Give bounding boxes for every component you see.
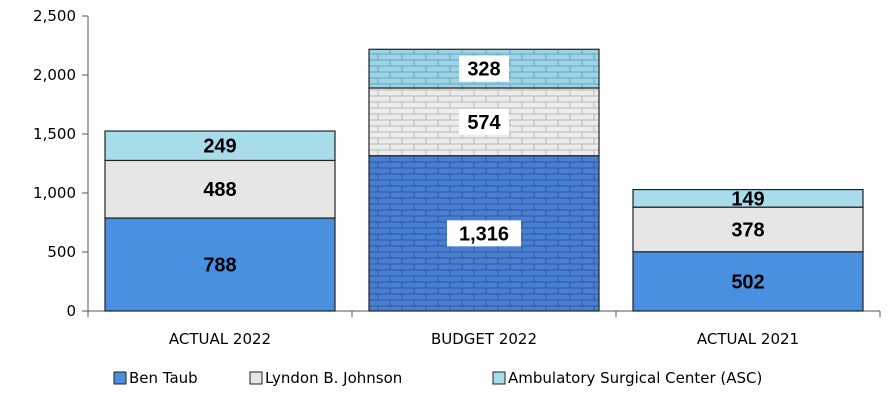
x-tick-label: BUDGET 2022 xyxy=(431,330,537,348)
data-label-box xyxy=(459,55,509,82)
legend-label: Ben Taub xyxy=(129,369,198,387)
bar-segment xyxy=(104,159,336,219)
data-label: 328 xyxy=(467,59,500,81)
legend: Ben Taub Lyndon B. Johnson Ambulatory Surg… xyxy=(113,369,762,387)
legend-label: Ambulatory Surgical Center (ASC) xyxy=(508,369,762,387)
x-tick-label: ACTUAL 2022 xyxy=(169,330,271,348)
data-label: 574 xyxy=(467,112,501,134)
legend-swatch xyxy=(113,371,127,385)
data-label: 788 xyxy=(203,255,236,277)
data-label: 502 xyxy=(731,271,764,293)
legend-swatch xyxy=(249,371,263,385)
y-tick-label: 1,500 xyxy=(33,125,76,143)
y-tick-label: 1,000 xyxy=(33,184,76,202)
x-tick-label: ACTUAL 2021 xyxy=(697,330,799,348)
data-label-box xyxy=(459,108,509,135)
axes: 0 500 1,000 1,500 2,000 2,500 ACTUAL 2022 BUDGE… xyxy=(33,7,881,348)
bar-segment xyxy=(632,251,864,312)
y-tick-label: 500 xyxy=(47,243,76,261)
y-tick-label: 2,500 xyxy=(33,7,76,25)
data-label: 488 xyxy=(203,179,236,201)
data-label: 149 xyxy=(731,188,764,210)
bars xyxy=(104,48,864,312)
data-label: 378 xyxy=(731,219,764,241)
data-label-box xyxy=(447,220,521,247)
data-label: 1,316 xyxy=(459,223,509,245)
legend-swatch xyxy=(492,371,506,385)
bar-segment xyxy=(632,188,864,208)
data-labels: 788 488 249 1,316 574 328 502 378 149 xyxy=(203,55,765,293)
y-tick-label: 2,000 xyxy=(33,66,76,84)
bar-segment xyxy=(104,217,336,312)
bar-segment xyxy=(104,130,336,162)
y-tick-label: 0 xyxy=(66,302,76,320)
data-label: 249 xyxy=(203,136,236,158)
bar-segment xyxy=(632,206,864,253)
legend-label: Lyndon B. Johnson xyxy=(265,369,402,387)
